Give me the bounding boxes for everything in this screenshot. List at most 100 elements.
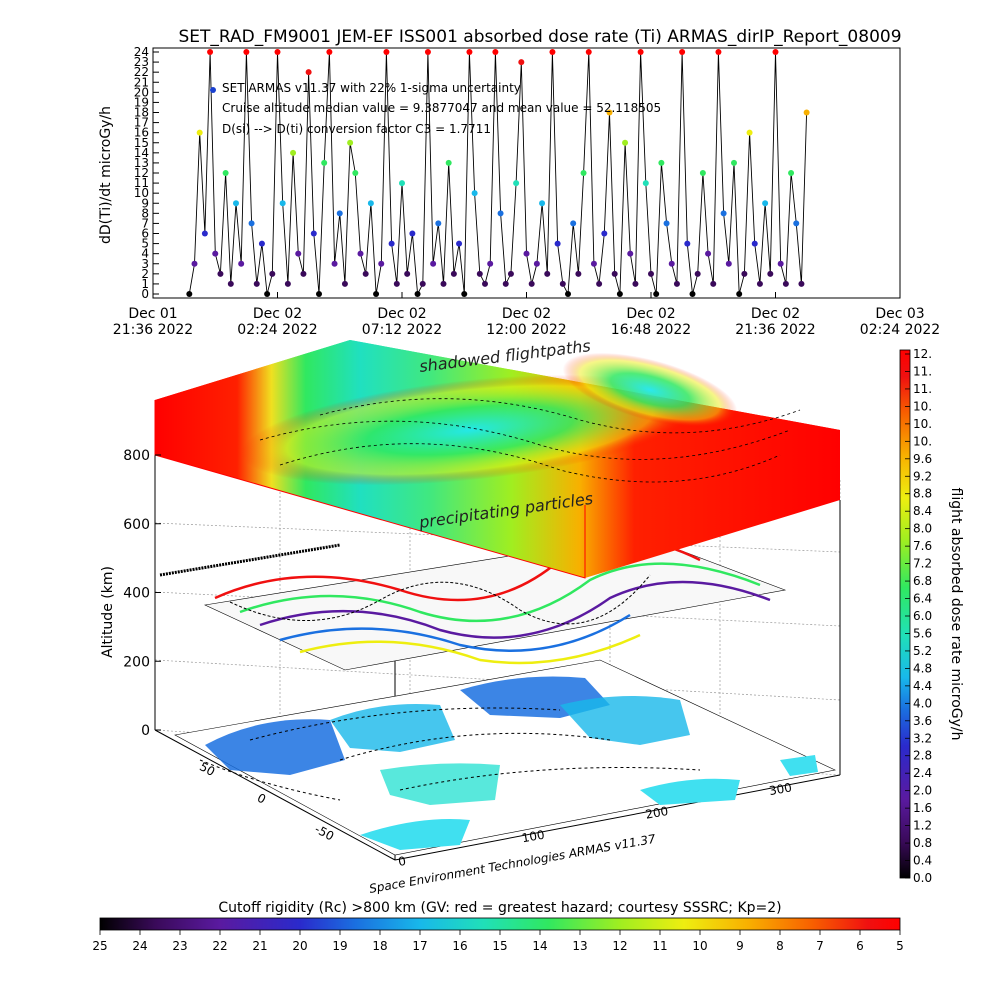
dose-rate-point (679, 49, 686, 55)
dose-rate-point (471, 190, 478, 197)
dose-rate-point (191, 260, 198, 267)
rigidity-colorbar-gradient (99, 917, 901, 931)
timeseries-panel: 0123456789101112131415161718192021222324… (98, 45, 940, 338)
dose-rate-point (227, 280, 234, 287)
dose-rate-point (404, 270, 411, 277)
colorbar-tick-label: 11. (913, 382, 932, 396)
colorbar-tick-label: 7.2 (913, 557, 932, 571)
dose-rate-point (362, 270, 369, 277)
y-tick-label: 3 (141, 257, 149, 271)
dose-rate-point (684, 240, 691, 247)
y-tick-label: 17 (134, 116, 149, 130)
y-tick-label: 24 (134, 45, 149, 59)
dose-rate-point (502, 280, 509, 287)
dose-rate-point (238, 260, 245, 267)
colorbar-tick-label: 8.4 (913, 504, 932, 518)
y-tick-label: 14 (134, 146, 149, 160)
dose-rate-point (725, 260, 732, 267)
dose-rate-point (279, 200, 286, 207)
x-tick-label-date: Dec 02 (751, 306, 800, 322)
rigidity-tick-label: 13 (572, 939, 587, 953)
dose-rate-point (513, 180, 520, 187)
dose-rate-point (388, 240, 395, 247)
colorbar-tick-label: 12. (913, 347, 932, 361)
colorbar-tick-label: 2.8 (913, 749, 932, 763)
dose-rate-point (383, 49, 390, 55)
dose-rate-point (217, 270, 224, 277)
rigidity-colorbar-title: Cutoff rigidity (Rc) >800 km (GV: red = … (218, 900, 781, 916)
rigidity-tick-label: 21 (252, 939, 267, 953)
dose-rate-point (414, 291, 421, 297)
rigidity-colorbar: Cutoff rigidity (Rc) >800 km (GV: red = … (92, 900, 903, 953)
dose-rate-point (258, 240, 265, 247)
dose-rate-point (295, 250, 302, 257)
dose-rate-point (186, 291, 193, 297)
dose-rate-point (310, 230, 317, 237)
y-tick-label: 2 (141, 267, 149, 281)
altitude-tick-label: 600 (123, 517, 150, 533)
rigidity-tick-label: 23 (172, 939, 187, 953)
dose-rate-point (300, 270, 307, 277)
dose-rate-point (803, 109, 810, 116)
dose-rate-point (435, 220, 442, 227)
x-tick-label-time: 16:48 2022 (611, 322, 691, 338)
colorbar-tick-label: 8.0 (913, 522, 932, 536)
dose-rate-point (731, 159, 737, 166)
dose-rate-point (264, 291, 271, 297)
x-tick-label-time: 02:24 2022 (860, 322, 940, 338)
dose-rate-point (705, 250, 712, 257)
dose-rate-point (632, 280, 639, 287)
dose-rate-point (699, 170, 706, 176)
dose-rate-point (248, 220, 255, 227)
y-tick-label: 11 (134, 176, 149, 190)
dose-rate-point (497, 210, 504, 217)
y-tick-label: 12 (134, 166, 149, 180)
colorbar-tick-label: 4.4 (913, 679, 932, 693)
rigidity-tick-label: 15 (492, 939, 507, 953)
dose-rate-point (585, 49, 592, 55)
dose-rate-point (357, 250, 364, 257)
dose-rate-point (440, 280, 447, 287)
dose-rate-point (575, 270, 582, 277)
rigidity-tick-label: 8 (776, 939, 784, 953)
y-tick-label: 13 (134, 156, 149, 170)
rigidity-tick-label: 22 (212, 939, 227, 953)
altitude-axis-label: Altitude (km) (100, 566, 116, 658)
orbit-3d-scene: 0 200 400 600 800 0 100 200 300 -50 0 50 Altitude… (100, 336, 841, 896)
dose-rate-point (772, 49, 779, 55)
dose-colorbar-ticks: 0.0 0.4 0.8 1.2 1.6 2.0 2.4 2.8 3.2 3.6 4.0 4.4 4.8 5… (905, 347, 932, 885)
y-tick-label: 4 (141, 247, 149, 261)
dose-rate-point (751, 240, 758, 247)
colorbar-tick-label: 10. (913, 417, 932, 431)
dose-rate-point (554, 240, 561, 247)
rigidity-tick-label: 11 (652, 939, 667, 953)
dose-rate-point (622, 139, 629, 146)
longitude-ticks: 0 100 200 300 (397, 780, 793, 869)
colorbar-tick-label: 4.0 (913, 696, 932, 710)
dose-rate-point (305, 69, 312, 76)
colorbar-tick-label: 0.8 (913, 836, 932, 850)
x-tick-label-date: Dec 02 (626, 306, 675, 322)
x-tick-label-time: 02:24 2022 (237, 322, 317, 338)
dose-rate-point (528, 280, 535, 287)
y-tick-label: 10 (134, 186, 149, 200)
annotation-line-3: D(si) --> D(ti) conversion factor C3 = 1… (222, 122, 491, 136)
dose-rate-point (482, 280, 488, 287)
dose-rate-point (741, 270, 748, 277)
dose-colorbar-gradient (899, 349, 911, 879)
dose-rate-point (378, 260, 385, 267)
dose-rate-point (767, 270, 774, 277)
colorbar-tick-label: 8.8 (913, 487, 932, 501)
dose-rate-point (611, 270, 618, 277)
y-tick-label: 6 (141, 227, 149, 241)
dose-rate-point (663, 220, 670, 227)
y-tick-label: 22 (134, 65, 149, 79)
dose-rate-point (590, 260, 597, 267)
y-tick-label: 20 (134, 85, 149, 99)
timeseries-annotations: SET ARMAS v11.37 with 22% 1-sigma uncert… (210, 81, 661, 136)
dose-rate-point (720, 210, 727, 217)
orbit-track-layer (159, 534, 787, 671)
colorbar-tick-label: 5.6 (913, 626, 932, 640)
dose-rate-point (316, 291, 322, 297)
y-tick-label: 9 (141, 196, 149, 210)
